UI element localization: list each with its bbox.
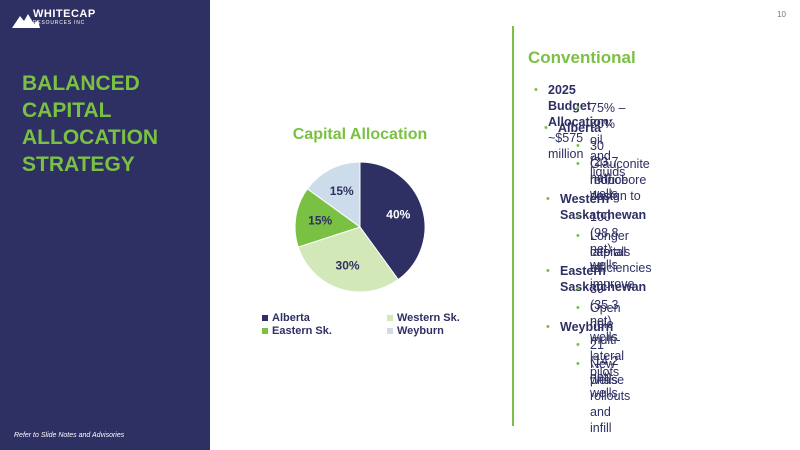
legend-swatch — [387, 315, 393, 321]
logo-sub: RESOURCES INC — [33, 20, 86, 26]
list-item-cont: reduce costs — [590, 172, 628, 204]
list-item-cont: capital efficiencies — [590, 244, 652, 276]
legend-label: Weyburn — [397, 325, 444, 337]
legend-item-western-sk: Western Sk. — [387, 312, 460, 324]
bullet-text: 30 (23.7 net) wells — [590, 139, 619, 201]
page-number: 10 — [777, 10, 786, 19]
pie-data-label: 15% — [308, 214, 332, 228]
bullet-dot: • — [576, 211, 580, 223]
pie-data-label: 15% — [330, 184, 354, 198]
list-item: • Longer laterals to improve — [576, 228, 635, 292]
title-line: STRATEGY — [22, 153, 135, 176]
legend-item-eastern-sk: Eastern Sk. — [262, 325, 332, 337]
bullet-text: 39 (35.3 net) wells — [590, 282, 619, 344]
bullet-dot: • — [546, 193, 550, 205]
legend-label: Eastern Sk. — [272, 325, 332, 337]
bullet-text: Glauconite monobore design to — [590, 157, 650, 203]
slide-title: BALANCED CAPITAL ALLOCATION STRATEGY — [22, 70, 202, 178]
bullet-text: reduce costs — [590, 173, 629, 203]
logo-main: WHITECAP — [33, 8, 96, 20]
bullet-dot: • — [576, 358, 580, 370]
chart-title: Capital Allocation — [292, 126, 428, 143]
pie-slice-western-sk — [297, 226, 399, 293]
legend-label: Western Sk. — [397, 312, 460, 324]
bullet-dot: • — [576, 302, 580, 314]
legend-swatch — [387, 328, 393, 334]
bullet-text: 75% – 80% oil and liquids — [590, 101, 626, 179]
list-item: • 30 (23.7 net) wells — [576, 138, 619, 202]
bullet-dot: • — [546, 321, 550, 333]
title-line: CAPITAL — [22, 99, 112, 122]
legend-swatch — [262, 315, 268, 321]
list-item-cont: wells — [590, 372, 618, 388]
left-panel: WHITECAP RESOURCES INC BALANCED CAPITAL … — [0, 0, 210, 450]
list-item: • 39 (35.3 net) wells — [576, 281, 619, 345]
bullet-text: Open hole multi-lateral pilots — [590, 301, 625, 379]
bullet-dot: • — [576, 158, 580, 170]
region-name: Weyburn — [560, 320, 614, 334]
bullet-dot: • — [576, 102, 580, 114]
legend-item-weyburn: Weyburn — [387, 325, 444, 337]
pie-chart: 40% 30% 15% 15% — [294, 161, 426, 293]
bullet-dot: • — [576, 283, 580, 295]
bullet-text: 100 (98.8 net) wells — [590, 210, 619, 272]
bullet-text: capital efficiencies — [590, 245, 652, 275]
list-item: • Glauconite monobore design to — [576, 156, 650, 204]
bullet-dot: • — [534, 84, 538, 96]
bullet-dot: • — [544, 122, 548, 134]
logo-text: WHITECAP RESOURCES INC — [33, 9, 96, 27]
region-name: Alberta — [558, 121, 602, 135]
region-weyburn: • Weyburn — [546, 319, 614, 335]
budget-value: ~$575 million — [548, 131, 584, 161]
pie-slice-weyburn — [306, 161, 361, 228]
title-line: BALANCED — [22, 72, 140, 95]
chart-area: Capital Allocation 40% 30% 15% 15% — [260, 120, 480, 350]
region-name: Eastern Saskatchewan — [560, 264, 647, 294]
bullet-budget: • 2025 Budget Allocation: ~$575 million — [534, 82, 613, 162]
divider — [512, 26, 514, 426]
pie-slice-eastern-sk — [294, 188, 362, 248]
region-eastern-saskatchewan: • Eastern Saskatchewan — [546, 263, 647, 295]
list-item: • New phase rollouts and infill — [576, 356, 631, 436]
region-name: Western Saskatchewan — [560, 192, 647, 222]
title-line: ALLOCATION — [22, 126, 159, 149]
bullet-budget-sub: • 75% – 80% oil and liquids — [576, 100, 626, 180]
bullet-dot: • — [576, 339, 580, 351]
legend-swatch — [262, 328, 268, 334]
region-western-saskatchewan: • Western Saskatchewan — [546, 191, 647, 223]
pie-data-label: 40% — [386, 208, 410, 222]
budget-label: 2025 Budget Allocation: — [548, 83, 613, 129]
pie-slice-alberta — [359, 161, 426, 281]
pie-data-label: 30% — [336, 258, 360, 272]
list-item: • 100 (98.8 net) wells — [576, 209, 619, 273]
list-item: • Open hole multi-lateral pilots — [576, 300, 625, 380]
list-item: • 21 (14.2 net) wells — [576, 337, 619, 401]
bullet-text: 21 (14.2 net) wells — [590, 338, 619, 400]
section-heading: Conventional — [528, 48, 636, 67]
bullet-text: wells — [590, 373, 618, 387]
footnote: Refer to Slide Notes and Advisories — [14, 432, 125, 439]
bullet-dot: • — [546, 265, 550, 277]
region-alberta: • Alberta — [544, 120, 602, 136]
legend-item-alberta: Alberta — [262, 312, 310, 324]
bullet-text: Longer laterals to improve — [590, 229, 635, 291]
bullet-text: New phase rollouts and infill — [590, 357, 631, 435]
legend-label: Alberta — [272, 312, 310, 324]
whitecap-logo — [12, 14, 40, 28]
bullet-dot: • — [576, 230, 580, 242]
bullet-dot: • — [576, 140, 580, 152]
